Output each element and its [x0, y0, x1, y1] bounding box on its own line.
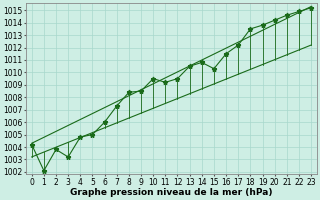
X-axis label: Graphe pression niveau de la mer (hPa): Graphe pression niveau de la mer (hPa) [70, 188, 273, 197]
